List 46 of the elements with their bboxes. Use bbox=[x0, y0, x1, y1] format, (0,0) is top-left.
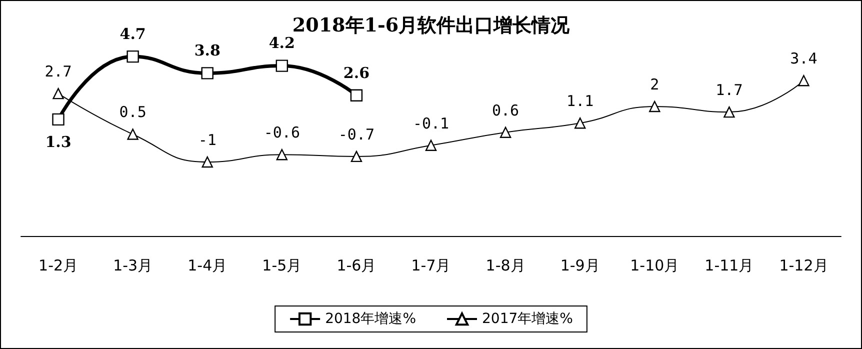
data-label: 2.7 bbox=[44, 62, 72, 80]
data-label: -0.1 bbox=[412, 114, 450, 132]
data-label: 1.3 bbox=[45, 133, 72, 152]
point bbox=[201, 67, 214, 80]
point bbox=[276, 60, 288, 72]
point bbox=[350, 89, 363, 102]
x-tick-label: 1-11月 bbox=[704, 256, 754, 274]
x-tick-label: 1-12月 bbox=[779, 256, 828, 274]
data-label: 1.7 bbox=[716, 80, 743, 99]
chart-title: 2018年1-6月软件出口增长情况 bbox=[292, 14, 571, 36]
point bbox=[649, 100, 660, 112]
data-label: 4.7 bbox=[120, 24, 146, 43]
data-label: 0.5 bbox=[119, 103, 146, 122]
x-tick-label: 1-2月 bbox=[38, 256, 78, 274]
data-label: 3.8 bbox=[194, 42, 220, 60]
point bbox=[425, 140, 437, 151]
legend-label: 2017年增速% bbox=[482, 311, 573, 327]
data-label: -0.7 bbox=[338, 125, 375, 144]
point bbox=[52, 113, 64, 126]
x-tick-label: 1-9月 bbox=[560, 256, 600, 274]
data-label: 3.4 bbox=[790, 50, 818, 68]
data-label: -0.6 bbox=[264, 124, 300, 142]
data-label: -1 bbox=[198, 130, 216, 149]
point bbox=[350, 150, 362, 162]
x-tick-label: 1-5月 bbox=[262, 256, 302, 274]
point bbox=[798, 75, 810, 86]
point bbox=[500, 126, 512, 138]
point bbox=[127, 128, 138, 140]
point bbox=[724, 106, 735, 118]
data-label: 0.6 bbox=[492, 101, 520, 120]
x-tick-label: 1-4月 bbox=[188, 256, 228, 274]
data-label: 2.6 bbox=[343, 64, 370, 82]
x-tick-label: 1-6月 bbox=[336, 256, 376, 274]
point bbox=[126, 50, 139, 63]
point bbox=[276, 149, 288, 160]
data-label: 1.1 bbox=[566, 92, 594, 110]
point bbox=[202, 156, 213, 168]
legend-label: 2018年增速% bbox=[325, 311, 416, 327]
data-label: 4.2 bbox=[268, 34, 295, 52]
x-tick-label: 1-7月 bbox=[411, 256, 451, 274]
x-tick-label: 1-8月 bbox=[486, 256, 526, 274]
data-label: 2 bbox=[650, 75, 660, 94]
point bbox=[52, 88, 64, 100]
point bbox=[574, 118, 586, 129]
x-tick-label: 1-10月 bbox=[630, 256, 680, 274]
x-tick-label: 1-3月 bbox=[113, 256, 153, 274]
